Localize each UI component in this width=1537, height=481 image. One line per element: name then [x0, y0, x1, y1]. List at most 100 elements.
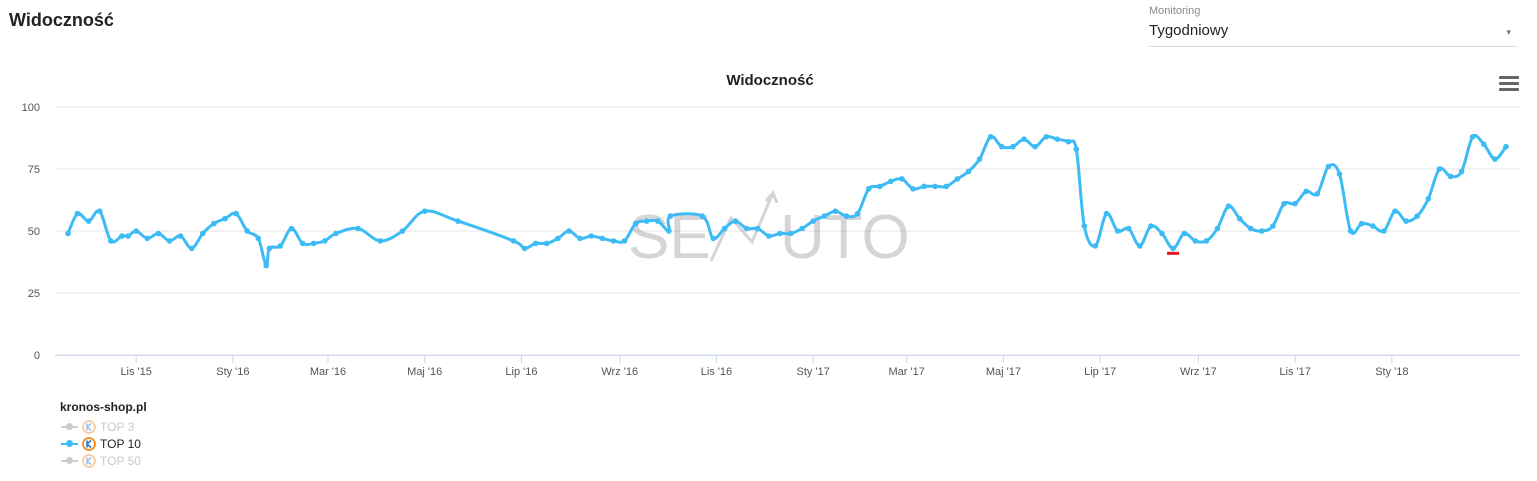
- data-point: [1481, 141, 1487, 147]
- data-point: [1073, 146, 1080, 152]
- data-point: [1225, 203, 1232, 209]
- data-point: [266, 245, 273, 252]
- data-point: [85, 218, 92, 224]
- data-point: [125, 233, 131, 239]
- data-point: [1447, 173, 1454, 180]
- data-point: [1092, 243, 1099, 249]
- legend-item-top-10[interactable]: TOP 10: [60, 435, 147, 452]
- data-point: [1325, 163, 1332, 170]
- data-point: [1436, 166, 1443, 172]
- data-point: [1259, 228, 1265, 234]
- data-point: [667, 213, 674, 219]
- x-tick-label: Lis '17: [1279, 366, 1310, 378]
- legend-item-top-50[interactable]: TOP 50: [60, 452, 147, 469]
- data-point: [521, 245, 528, 252]
- data-point: [976, 156, 983, 162]
- legend-symbol: [60, 438, 80, 450]
- data-point: [1065, 138, 1072, 145]
- data-point: [588, 233, 594, 239]
- data-point: [1270, 223, 1276, 229]
- kronos-logo-icon: [82, 419, 96, 434]
- data-point: [96, 208, 103, 214]
- data-point: [399, 228, 406, 234]
- data-point: [1281, 200, 1287, 207]
- data-point: [876, 183, 883, 190]
- x-tick-label: Maj '17: [986, 366, 1021, 378]
- data-point: [843, 213, 850, 219]
- legend-title: kronos-shop.pl: [60, 400, 147, 414]
- data-point: [1214, 225, 1221, 232]
- data-point: [1336, 171, 1343, 177]
- y-tick-label: 75: [28, 164, 40, 176]
- data-point: [1010, 143, 1016, 150]
- x-tick-label: Sty '17: [797, 366, 830, 378]
- x-tick-label: Sty '18: [1375, 366, 1408, 378]
- data-point: [222, 215, 228, 222]
- data-point: [1032, 143, 1038, 150]
- monitoring-value: Tygodniowy: [1149, 22, 1229, 39]
- data-point: [1137, 243, 1143, 249]
- x-tick-label: Mar '17: [889, 366, 925, 378]
- data-point: [119, 233, 125, 239]
- monitoring-select[interactable]: Monitoring Tygodniowy ▾: [1149, 3, 1517, 47]
- data-point: [1403, 218, 1409, 224]
- data-point: [632, 220, 639, 227]
- data-point: [1503, 143, 1509, 150]
- data-point: [288, 225, 295, 232]
- data-point: [532, 240, 539, 247]
- chart-title: Widoczność: [726, 72, 814, 89]
- data-point: [144, 235, 151, 242]
- legend-item-top-3[interactable]: TOP 3: [60, 418, 147, 435]
- page-title: Widoczność: [9, 10, 114, 30]
- data-point: [910, 186, 916, 192]
- data-point: [1181, 230, 1187, 237]
- data-point: [263, 262, 270, 269]
- data-point: [865, 186, 872, 192]
- hamburger-menu-icon[interactable]: [1499, 76, 1519, 92]
- data-point: [455, 218, 461, 224]
- data-point: [766, 233, 772, 239]
- data-point: [1370, 223, 1376, 229]
- data-point: [1392, 208, 1398, 214]
- data-point: [310, 240, 317, 247]
- data-point: [810, 218, 816, 224]
- data-point: [1358, 220, 1365, 227]
- legend-symbol: [60, 421, 80, 433]
- data-point: [621, 238, 628, 244]
- data-point: [108, 238, 114, 244]
- chevron-down-icon[interactable]: ▾: [1506, 27, 1511, 37]
- chart-legend: kronos-shop.pl TOP 3 TOP 10 TOP 50: [60, 400, 147, 469]
- x-tick-label: Lis '16: [701, 366, 732, 378]
- data-point: [710, 235, 717, 242]
- data-point: [355, 225, 361, 232]
- data-point: [1414, 213, 1420, 219]
- data-point: [211, 220, 217, 227]
- data-point: [65, 230, 71, 237]
- data-point: [1303, 188, 1309, 195]
- legend-symbol: [60, 455, 80, 467]
- data-point: [1192, 238, 1199, 244]
- x-tick-label: Wrz '17: [1180, 366, 1217, 378]
- y-tick-label: 100: [22, 102, 40, 114]
- data-point: [987, 134, 994, 140]
- data-point: [133, 228, 139, 234]
- data-point: [666, 228, 672, 234]
- data-point: [699, 213, 705, 219]
- data-point: [799, 225, 805, 232]
- arrow-up-line-icon: [709, 190, 779, 262]
- data-point: [655, 218, 661, 224]
- x-tick-label: Maj '16: [407, 366, 442, 378]
- data-point: [943, 183, 950, 190]
- visibility-chart: 0 25 50 75 100 Lis '15 Sty '16 Mar '16 Maj '16 Li…: [22, 102, 1520, 378]
- x-tick-label: Lip '17: [1084, 366, 1116, 378]
- data-point: [200, 230, 206, 237]
- data-point: [754, 225, 761, 232]
- data-point: [377, 238, 384, 244]
- x-tick-label: Wrz '16: [601, 366, 638, 378]
- data-point: [1347, 228, 1354, 234]
- data-point: [74, 210, 81, 217]
- data-point: [599, 235, 606, 242]
- data-point: [1159, 230, 1165, 237]
- data-point: [555, 235, 561, 242]
- data-point: [932, 183, 938, 190]
